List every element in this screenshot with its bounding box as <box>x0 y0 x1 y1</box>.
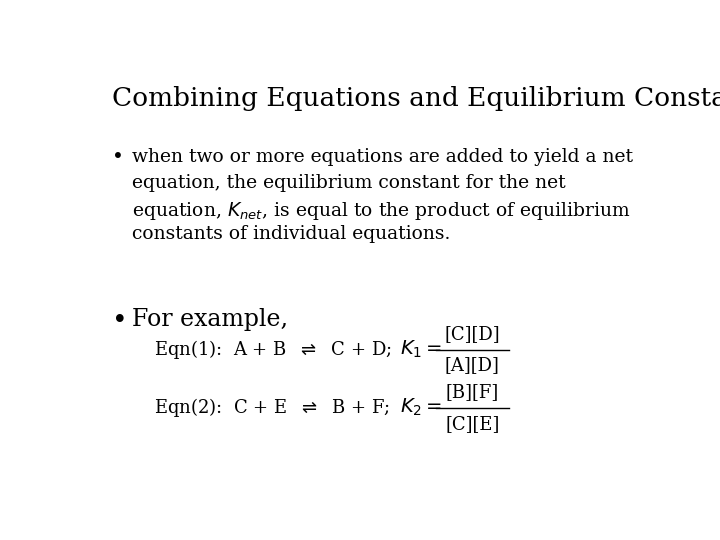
Text: Combining Equations and Equilibrium Constants: Combining Equations and Equilibrium Cons… <box>112 85 720 111</box>
Text: [B][F]: [B][F] <box>446 383 499 401</box>
Text: •: • <box>112 148 124 167</box>
Text: [C][D]: [C][D] <box>444 325 500 343</box>
Text: [C][E]: [C][E] <box>445 415 500 433</box>
Text: equation, the equilibrium constant for the net: equation, the equilibrium constant for t… <box>132 174 565 192</box>
Text: Eqn(2):  C + E  $\rightleftharpoons$  B + F;: Eqn(2): C + E $\rightleftharpoons$ B + F… <box>154 396 390 420</box>
Text: when two or more equations are added to yield a net: when two or more equations are added to … <box>132 148 633 166</box>
Text: equation, $K_{net}$, is equal to the product of equilibrium: equation, $K_{net}$, is equal to the pro… <box>132 199 631 221</box>
Text: constants of individual equations.: constants of individual equations. <box>132 225 450 244</box>
Text: For example,: For example, <box>132 308 288 331</box>
Text: •: • <box>112 308 128 333</box>
Text: [A][D]: [A][D] <box>445 356 500 374</box>
Text: $K_1 =$: $K_1 =$ <box>400 339 442 360</box>
Text: Eqn(1):  A + B  $\rightleftharpoons$  C + D;: Eqn(1): A + B $\rightleftharpoons$ C + D… <box>154 338 392 361</box>
Text: $K_2 =$: $K_2 =$ <box>400 397 442 418</box>
